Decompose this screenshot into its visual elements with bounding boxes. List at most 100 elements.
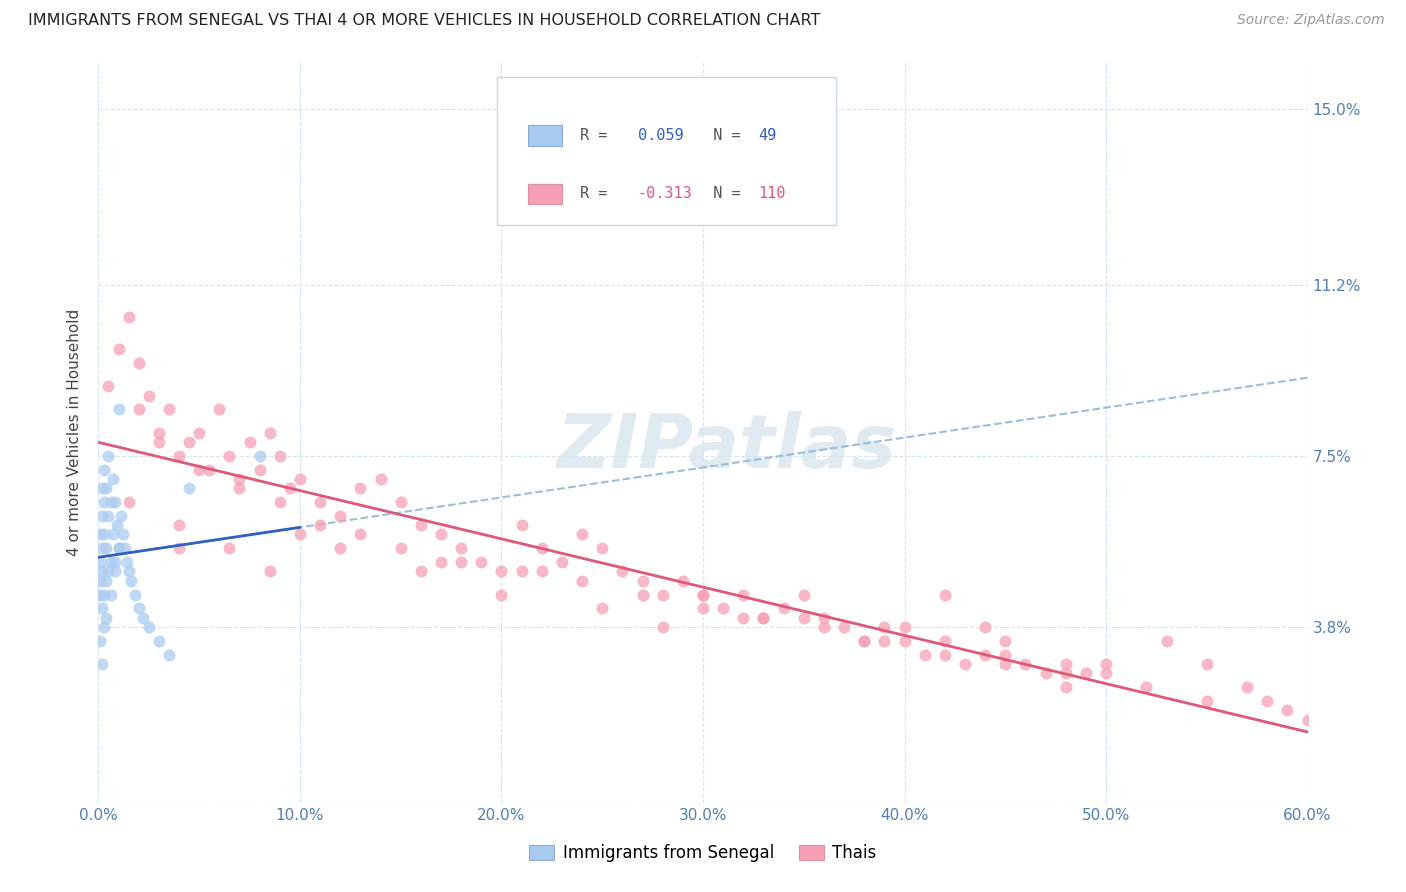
Point <box>89 588 111 602</box>
Point <box>530 541 553 556</box>
Point <box>631 574 654 588</box>
Point <box>91 657 114 671</box>
Text: R =: R = <box>579 128 616 143</box>
Point <box>118 310 141 324</box>
Point <box>138 388 160 402</box>
Point <box>208 402 231 417</box>
Point <box>259 425 281 440</box>
Point <box>1256 694 1278 708</box>
Point <box>167 541 190 556</box>
Point <box>813 620 835 634</box>
FancyBboxPatch shape <box>527 184 561 204</box>
Point <box>772 601 794 615</box>
Point <box>1035 666 1057 681</box>
Point <box>914 648 936 662</box>
Point <box>612 565 634 579</box>
Point <box>450 541 472 556</box>
Point <box>120 574 142 588</box>
Text: N =: N = <box>695 186 749 202</box>
Point <box>1156 633 1178 648</box>
Point <box>873 633 896 648</box>
Point <box>893 620 915 634</box>
Point <box>974 648 997 662</box>
FancyBboxPatch shape <box>527 125 561 145</box>
Text: R =: R = <box>579 186 616 202</box>
Point <box>1054 657 1077 671</box>
Point <box>309 518 332 533</box>
Y-axis label: 4 or more Vehicles in Household: 4 or more Vehicles in Household <box>67 309 83 557</box>
Point <box>1074 666 1097 681</box>
Point <box>853 633 876 648</box>
Point <box>111 527 134 541</box>
Text: Source: ZipAtlas.com: Source: ZipAtlas.com <box>1237 13 1385 28</box>
Point <box>994 657 1017 671</box>
Point <box>1095 666 1118 681</box>
Point <box>107 343 129 357</box>
Point <box>115 555 138 569</box>
Point <box>1195 694 1218 708</box>
Point <box>179 434 201 449</box>
Point <box>167 518 190 533</box>
Text: N =: N = <box>695 128 749 143</box>
Point <box>370 472 392 486</box>
Point <box>188 425 211 440</box>
Point <box>97 565 120 579</box>
Point <box>1236 680 1258 694</box>
Point <box>651 620 673 634</box>
Point <box>100 588 122 602</box>
Point <box>198 462 221 476</box>
Point <box>105 518 128 533</box>
Point <box>97 449 120 463</box>
Point <box>228 472 250 486</box>
Point <box>101 527 124 541</box>
Text: -0.313: -0.313 <box>638 186 693 202</box>
Text: 110: 110 <box>759 186 786 202</box>
Point <box>752 610 775 624</box>
Point <box>89 574 111 588</box>
Point <box>934 633 956 648</box>
Point <box>100 495 122 509</box>
Point <box>631 588 654 602</box>
Point <box>1095 657 1118 671</box>
Point <box>1014 657 1036 671</box>
Point <box>853 633 876 648</box>
Point <box>89 555 111 569</box>
Point <box>259 565 281 579</box>
Point <box>994 648 1017 662</box>
Point <box>128 402 150 417</box>
Point <box>733 610 755 624</box>
Point <box>97 508 120 523</box>
Point <box>309 495 332 509</box>
Point <box>103 495 125 509</box>
Point <box>349 527 371 541</box>
Point <box>228 481 250 495</box>
Text: 49: 49 <box>759 128 778 143</box>
Point <box>470 555 492 569</box>
Point <box>91 481 114 495</box>
Point <box>873 620 896 634</box>
Point <box>651 588 673 602</box>
Point <box>107 402 129 417</box>
Point <box>128 356 150 370</box>
Point <box>813 610 835 624</box>
Point <box>934 588 956 602</box>
Point <box>107 541 129 556</box>
Point <box>893 633 915 648</box>
Point <box>100 555 122 569</box>
Point <box>430 555 453 569</box>
Point <box>89 527 111 541</box>
Point <box>752 610 775 624</box>
Point <box>93 495 115 509</box>
Point <box>167 449 190 463</box>
Point <box>591 601 613 615</box>
Point <box>91 541 114 556</box>
Point <box>692 601 714 615</box>
Text: ZIPatlas: ZIPatlas <box>557 411 897 484</box>
Point <box>249 449 271 463</box>
Point <box>249 462 271 476</box>
Point <box>491 565 513 579</box>
Point <box>692 588 714 602</box>
Point <box>96 541 118 556</box>
Point <box>530 565 553 579</box>
Point <box>329 508 352 523</box>
